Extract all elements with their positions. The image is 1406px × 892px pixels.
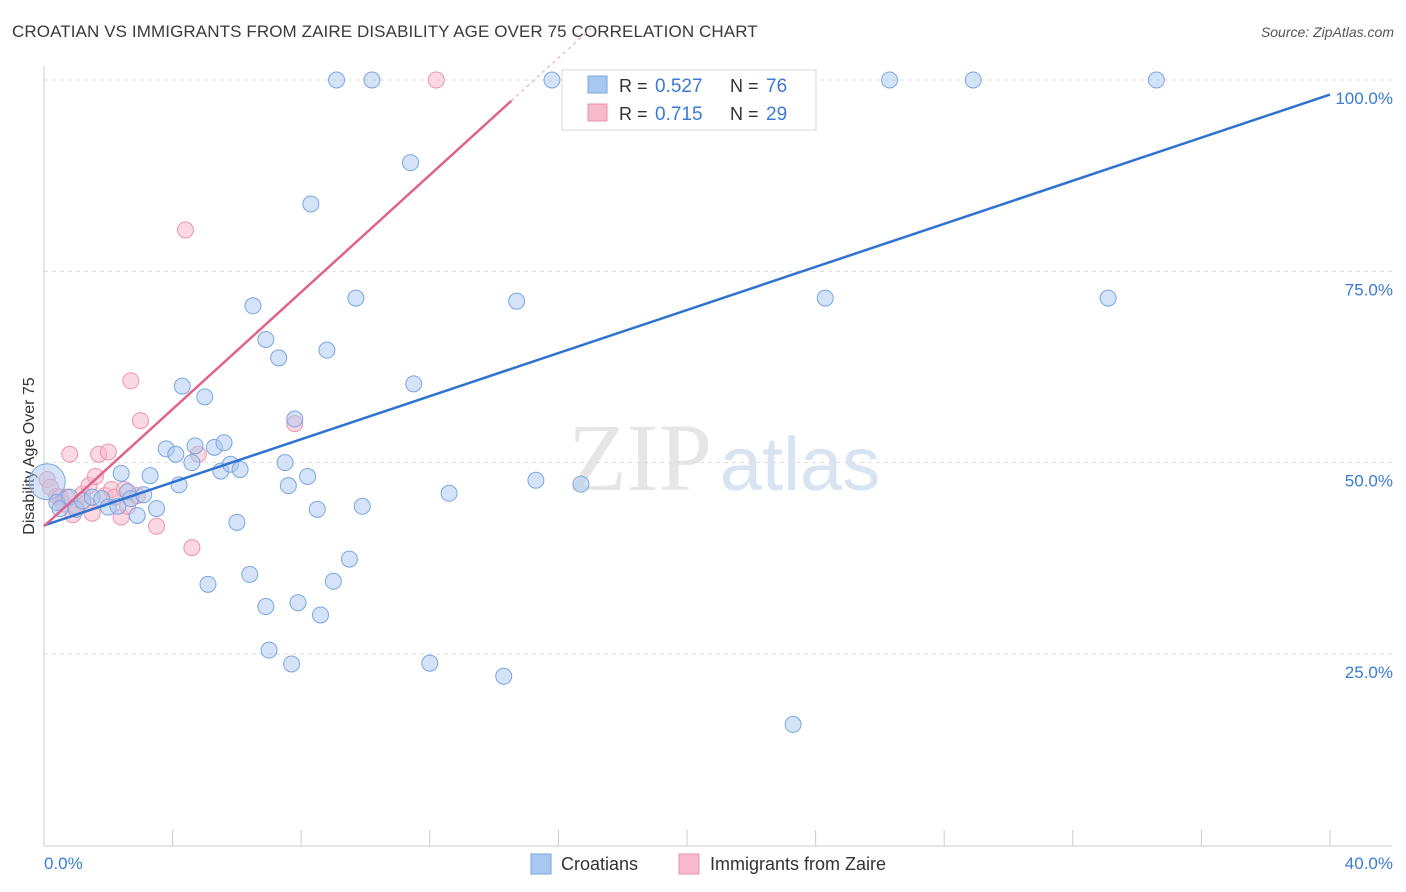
- x-tick-label-min: 0.0%: [44, 854, 83, 873]
- croatians-point: [286, 410, 304, 428]
- legend-label-zaire[interactable]: Immigrants from Zaire: [710, 854, 886, 874]
- zaire-point: [176, 221, 194, 239]
- croatians-point: [257, 598, 275, 616]
- croatians-point: [881, 71, 899, 89]
- trend-line-croatians: [43, 93, 1331, 527]
- watermark-atlas: atlas: [720, 422, 881, 507]
- croatians-point: [405, 375, 423, 393]
- croatians-point: [340, 550, 358, 568]
- croatians-point: [141, 467, 159, 485]
- trend-lines: [43, 24, 1331, 528]
- chart-title: CROATIAN VS IMMIGRANTS FROM ZAIRE DISABI…: [12, 22, 758, 41]
- croatians-point: [318, 341, 336, 359]
- zaire-point: [61, 445, 79, 463]
- croatians-point: [421, 654, 439, 672]
- zaire-point: [122, 372, 140, 390]
- y-axis-label: Disability Age Over 75: [21, 377, 38, 535]
- stats-n-label-zaire: N =: [730, 104, 759, 124]
- croatians-point: [276, 454, 294, 472]
- croatians-point: [128, 506, 146, 524]
- croatians-point: [173, 377, 191, 395]
- stats-swatch-croatians: [587, 75, 608, 94]
- croatians-point: [572, 475, 590, 493]
- croatians-point: [543, 71, 561, 89]
- croatians-point: [816, 289, 834, 307]
- croatians-point: [324, 572, 342, 590]
- croatians-point: [1099, 289, 1117, 307]
- zaire-point: [99, 443, 117, 461]
- croatians-point: [311, 606, 329, 624]
- x-tick-label-max: 40.0%: [1345, 854, 1393, 873]
- stats-swatch-zaire: [587, 103, 608, 122]
- stats-n-value-zaire: 29: [766, 104, 787, 125]
- watermark-zip: ZIP: [568, 404, 712, 511]
- croatians-point: [347, 289, 365, 307]
- series-immigrants-from-zaire: [38, 71, 445, 557]
- y-tick-label: 100.0%: [1335, 89, 1393, 108]
- croatians-point: [440, 484, 458, 502]
- stats-r-value-croatians: 0.527: [655, 76, 703, 97]
- y-tick-label: 75.0%: [1345, 280, 1393, 299]
- croatians-point: [28, 463, 66, 501]
- croatians-point: [186, 437, 204, 455]
- series-croatians: [28, 71, 1165, 733]
- zaire-point: [148, 517, 166, 535]
- croatians-point: [270, 349, 288, 367]
- croatians-point: [244, 297, 262, 315]
- croatians-point: [148, 500, 166, 518]
- croatians-point: [363, 71, 381, 89]
- croatians-point: [289, 594, 307, 612]
- zaire-point: [131, 412, 149, 430]
- stats-n-label-croatians: N =: [730, 76, 759, 96]
- legend-swatch-zaire[interactable]: [678, 853, 700, 875]
- y-tick-labels: 25.0% 50.0% 75.0% 100.0%: [1335, 89, 1393, 682]
- croatians-point: [1147, 71, 1165, 89]
- source-credit: Source: ZipAtlas.com: [1260, 24, 1394, 40]
- croatians-point: [241, 565, 259, 583]
- croatians-point: [215, 434, 233, 452]
- legend: Croatians Immigrants from Zaire: [530, 853, 886, 875]
- y-tick-label: 50.0%: [1345, 472, 1393, 491]
- croatians-point: [167, 445, 185, 463]
- croatians-point: [112, 464, 130, 482]
- croatians-point: [231, 461, 249, 479]
- trend-line-zaire-extension: [510, 24, 596, 102]
- croatians-point: [279, 477, 297, 495]
- legend-swatch-croatians[interactable]: [530, 853, 552, 875]
- stats-box: R = 0.527 N = 76 R = 0.715 N = 29: [561, 69, 817, 131]
- trend-line-zaire: [43, 99, 513, 528]
- croatians-point: [527, 471, 545, 489]
- croatians-point: [964, 71, 982, 89]
- croatians-point: [183, 454, 201, 472]
- croatians-point: [353, 497, 371, 515]
- croatians-point: [402, 154, 420, 172]
- croatians-point: [302, 195, 320, 213]
- croatians-point: [299, 467, 317, 485]
- croatians-point: [260, 641, 278, 659]
- legend-label-croatians[interactable]: Croatians: [561, 854, 638, 874]
- zaire-point: [427, 71, 445, 89]
- croatians-point: [199, 575, 217, 593]
- zaire-point: [86, 467, 104, 485]
- stats-n-value-croatians: 76: [766, 76, 787, 97]
- croatians-point: [196, 388, 214, 406]
- y-tick-label: 25.0%: [1345, 663, 1393, 682]
- stats-r-value-zaire: 0.715: [655, 104, 703, 125]
- croatians-point: [228, 513, 246, 531]
- stats-r-label-zaire: R =: [619, 104, 648, 124]
- stats-r-label-croatians: R =: [619, 76, 648, 96]
- croatians-point: [495, 667, 513, 685]
- axes: [43, 66, 1392, 847]
- croatians-point: [308, 500, 326, 518]
- zaire-point: [183, 539, 201, 557]
- croatians-point: [784, 715, 802, 733]
- croatians-point: [257, 330, 275, 348]
- croatians-point: [283, 655, 301, 673]
- x-ticks: [43, 830, 1331, 846]
- croatians-point: [328, 71, 346, 89]
- croatians-point: [508, 292, 526, 310]
